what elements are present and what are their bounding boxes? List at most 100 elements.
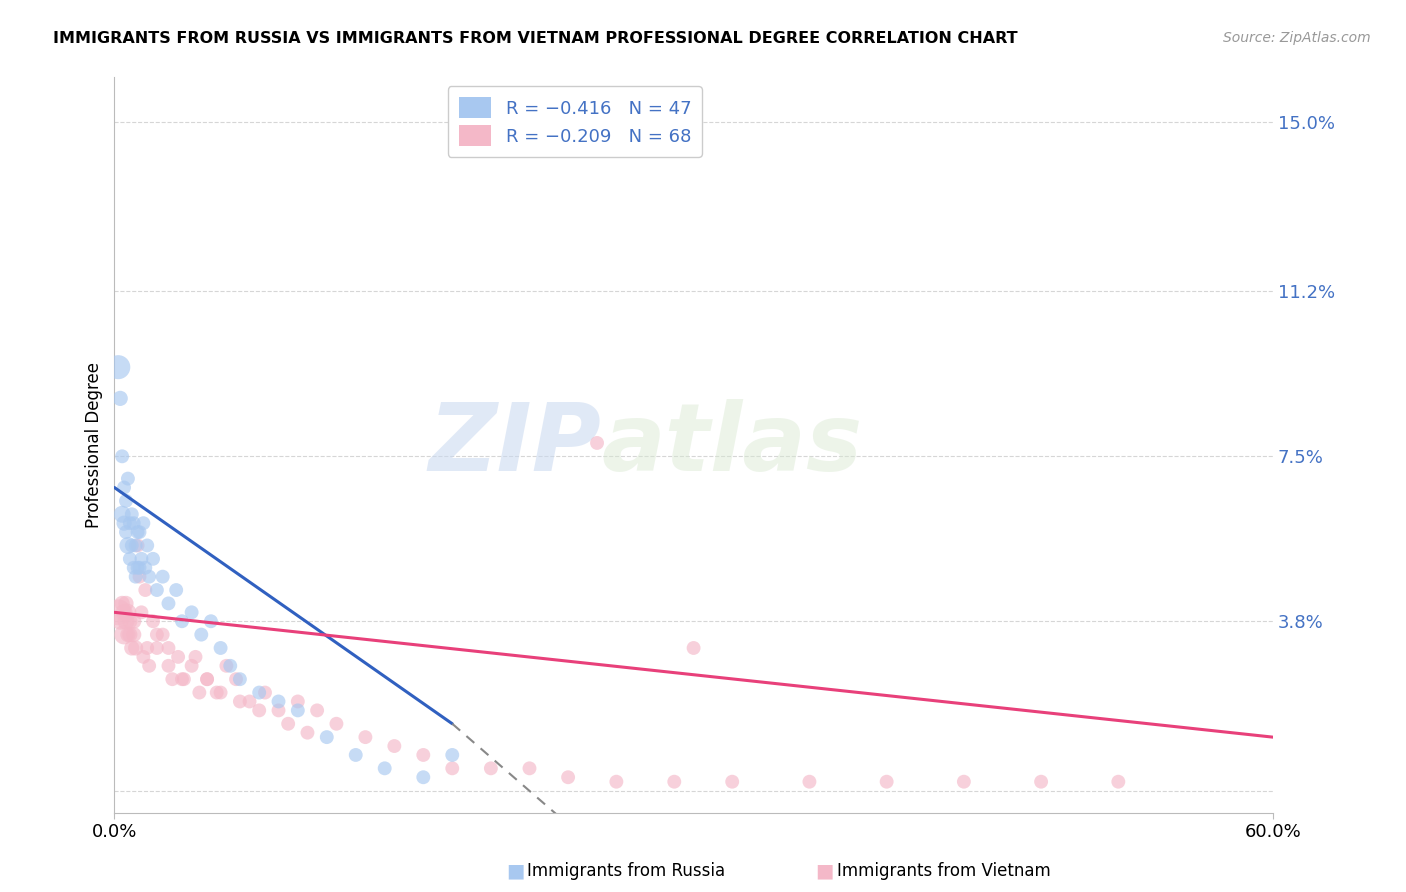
Point — [876, 774, 898, 789]
Point — [136, 539, 159, 553]
Point — [173, 672, 195, 686]
Point — [586, 436, 609, 450]
Point — [118, 551, 141, 566]
Point — [664, 774, 686, 789]
Point — [108, 614, 131, 628]
Point — [107, 605, 129, 619]
Point — [195, 672, 218, 686]
Point — [152, 569, 174, 583]
Point — [142, 614, 165, 628]
Point — [107, 360, 129, 375]
Point — [225, 672, 247, 686]
Point — [117, 472, 139, 486]
Point — [157, 596, 180, 610]
Point — [167, 649, 190, 664]
Point — [209, 685, 232, 699]
Point — [138, 658, 160, 673]
Point — [238, 694, 260, 708]
Point — [297, 725, 319, 739]
Point — [121, 640, 143, 655]
Point — [111, 508, 134, 522]
Point — [132, 516, 155, 531]
Point — [1107, 774, 1129, 789]
Legend: R = −0.416   N = 47, R = −0.209   N = 68: R = −0.416 N = 47, R = −0.209 N = 68 — [447, 87, 702, 157]
Point — [721, 774, 744, 789]
Point — [124, 569, 146, 583]
Point — [128, 569, 150, 583]
Point — [108, 392, 131, 406]
Point — [121, 508, 143, 522]
Point — [267, 694, 290, 708]
Point — [138, 569, 160, 583]
Point — [122, 516, 145, 531]
Text: atlas: atlas — [600, 400, 862, 491]
Point — [124, 640, 146, 655]
Text: ZIP: ZIP — [427, 400, 600, 491]
Text: Source: ZipAtlas.com: Source: ZipAtlas.com — [1223, 31, 1371, 45]
Point — [142, 551, 165, 566]
Point — [287, 703, 309, 717]
Point — [127, 560, 149, 574]
Point — [200, 614, 222, 628]
Point — [412, 770, 434, 784]
Point — [209, 640, 232, 655]
Point — [131, 605, 153, 619]
Point — [479, 761, 502, 775]
Point — [277, 716, 299, 731]
Point — [112, 627, 135, 641]
Point — [112, 605, 135, 619]
Point — [127, 525, 149, 540]
Point — [146, 582, 169, 597]
Point — [115, 494, 138, 508]
Text: Immigrants from Russia: Immigrants from Russia — [527, 862, 725, 880]
Point — [253, 685, 276, 699]
Point — [229, 694, 252, 708]
Point — [170, 614, 193, 628]
Point — [441, 747, 464, 762]
Text: IMMIGRANTS FROM RUSSIA VS IMMIGRANTS FROM VIETNAM PROFESSIONAL DEGREE CORRELATIO: IMMIGRANTS FROM RUSSIA VS IMMIGRANTS FRO… — [53, 31, 1018, 46]
Point — [354, 730, 377, 744]
Point — [219, 658, 242, 673]
Point — [112, 481, 135, 495]
Point — [117, 627, 139, 641]
Point — [441, 761, 464, 775]
Point — [682, 640, 704, 655]
Point — [152, 627, 174, 641]
Point — [215, 658, 238, 673]
Point — [229, 672, 252, 686]
Point — [134, 560, 156, 574]
Point — [170, 672, 193, 686]
Point — [122, 627, 145, 641]
Point — [382, 739, 405, 753]
Point — [188, 685, 211, 699]
Point — [180, 658, 202, 673]
Point — [136, 640, 159, 655]
Point — [557, 770, 579, 784]
Point — [1029, 774, 1052, 789]
Point — [134, 582, 156, 597]
Point — [122, 560, 145, 574]
Point — [111, 450, 134, 464]
Point — [180, 605, 202, 619]
Point — [115, 525, 138, 540]
Point — [146, 627, 169, 641]
Point — [605, 774, 627, 789]
Point — [124, 539, 146, 553]
Point — [267, 703, 290, 717]
Point — [118, 516, 141, 531]
Point — [146, 640, 169, 655]
Point — [519, 761, 541, 775]
Point — [195, 672, 218, 686]
Point — [374, 761, 396, 775]
Point — [190, 627, 212, 641]
Text: ■: ■ — [815, 861, 834, 880]
Point — [112, 516, 135, 531]
Point — [111, 596, 134, 610]
Point — [162, 672, 184, 686]
Point — [128, 560, 150, 574]
Point — [315, 730, 337, 744]
Point — [117, 539, 139, 553]
Point — [132, 649, 155, 664]
Point — [121, 539, 143, 553]
Point — [118, 627, 141, 641]
